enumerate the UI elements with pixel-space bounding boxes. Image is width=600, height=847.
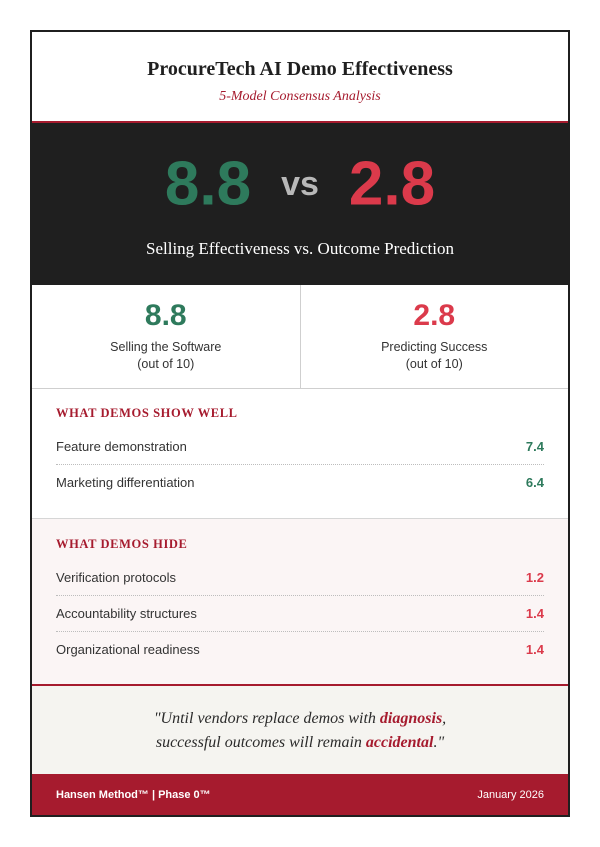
prediction-score-label: Predicting Success	[381, 340, 488, 354]
quote-emphasis: accidental	[365, 734, 434, 751]
quote-line-2: successful outcomes will remain accident…	[32, 731, 568, 755]
list-item: Accountability structures 1.4	[56, 596, 544, 632]
prediction-score-value: 2.8	[413, 299, 456, 332]
hero-scores: 8.8 vs 2.8	[32, 123, 568, 217]
hero-prediction-score: 2.8	[348, 149, 436, 219]
quote-text: ."	[433, 734, 445, 751]
prediction-score-card: 2.8 Predicting Success (out of 10)	[299, 285, 569, 388]
hero-caption: Selling Effectiveness vs. Outcome Predic…	[146, 239, 454, 258]
list-item: Feature demonstration 7.4	[56, 429, 544, 465]
prediction-score-scale: (out of 10)	[405, 357, 463, 371]
page-subtitle: 5-Model Consensus Analysis	[219, 89, 381, 104]
list-item-value: 1.4	[525, 606, 544, 621]
list-item-label: Accountability structures	[56, 606, 197, 621]
list-item-value: 7.4	[525, 439, 544, 454]
hero-selling-score: 8.8	[164, 149, 252, 219]
list-item-value: 6.4	[525, 475, 544, 490]
quote-text: successful outcomes will remain	[155, 734, 366, 751]
selling-score-scale: (out of 10)	[137, 357, 195, 371]
quote-text: "Until vendors replace demos with	[153, 710, 380, 727]
hero-vs-label: vs	[281, 165, 319, 204]
list-item-label: Organizational readiness	[56, 642, 200, 657]
selling-score-value: 8.8	[144, 299, 187, 332]
list-item-label: Marketing differentiation	[56, 475, 195, 490]
show-well-heading: WHAT DEMOS SHOW WELL	[56, 406, 238, 420]
page-title: ProcureTech AI Demo Effectiveness	[147, 58, 453, 80]
hide-section: WHAT DEMOS HIDE Verification protocols 1…	[32, 519, 568, 686]
hero-panel: 8.8 vs 2.8 Selling Effectiveness vs. Out…	[32, 123, 568, 285]
list-item-value: 1.4	[525, 642, 544, 657]
header: ProcureTech AI Demo Effectiveness 5-Mode…	[32, 32, 568, 123]
score-comparison: 8.8 Selling the Software (out of 10) 2.8…	[32, 285, 568, 389]
list-item: Organizational readiness 1.4	[56, 632, 544, 667]
selling-score-label: Selling the Software	[110, 340, 222, 354]
list-item: Marketing differentiation 6.4	[56, 465, 544, 500]
selling-score-card: 8.8 Selling the Software (out of 10)	[32, 285, 300, 388]
list-item-label: Feature demonstration	[56, 439, 187, 454]
closing-quote: "Until vendors replace demos with diagno…	[32, 686, 568, 774]
quote-text: ,	[442, 710, 447, 727]
quote-line-1: "Until vendors replace demos with diagno…	[32, 707, 568, 731]
report-card: ProcureTech AI Demo Effectiveness 5-Mode…	[30, 30, 570, 817]
quote-emphasis: diagnosis	[379, 710, 443, 727]
footer-date: January 2026	[477, 788, 544, 801]
list-item-value: 1.2	[525, 570, 544, 585]
list-item-label: Verification protocols	[56, 570, 176, 585]
footer: Hansen Method™ | Phase 0™ January 2026	[32, 774, 568, 815]
show-well-section: WHAT DEMOS SHOW WELL Feature demonstrati…	[32, 389, 568, 519]
hide-heading: WHAT DEMOS HIDE	[56, 537, 188, 551]
list-item: Verification protocols 1.2	[56, 560, 544, 596]
footer-brand: Hansen Method™ | Phase 0™	[56, 788, 211, 801]
